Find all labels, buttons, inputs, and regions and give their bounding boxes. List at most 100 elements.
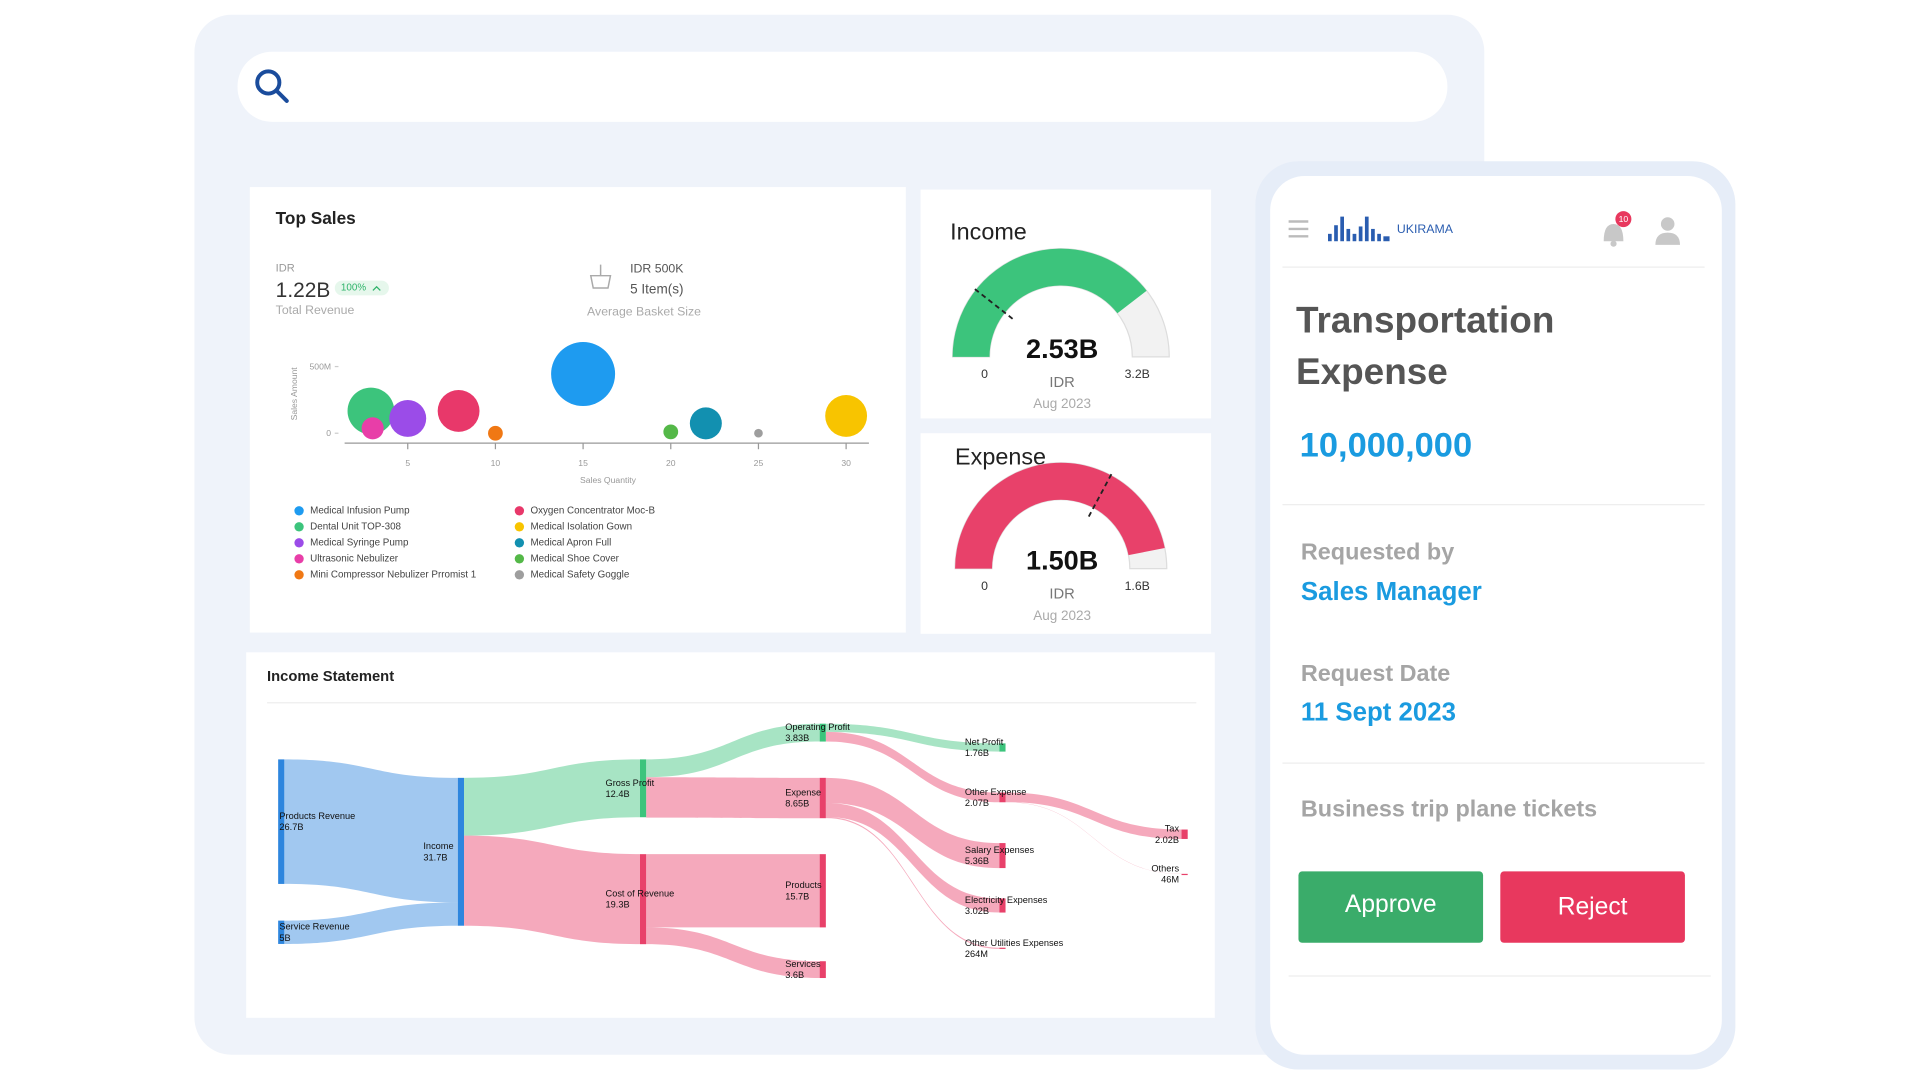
sankey-value: 5.36B: [965, 856, 989, 866]
sankey-node: [457, 777, 464, 926]
bell-icon[interactable]: 10: [1603, 211, 1632, 247]
request-title: Expense: [1296, 351, 1448, 392]
user-icon[interactable]: [1655, 217, 1680, 245]
sankey-nodes: [278, 723, 1188, 979]
sankey-link: [646, 854, 820, 928]
bubble: [389, 399, 427, 437]
legend-swatch: [514, 506, 525, 516]
bubble: [347, 387, 395, 435]
gauge-value: 1.50B: [1026, 544, 1098, 575]
gauge-title: Income: [950, 218, 1027, 244]
sankey-label: Products: [785, 880, 822, 890]
sankey-link: [284, 759, 458, 903]
sankey-label: Electricity Expenses: [965, 895, 1048, 905]
bubble: [689, 407, 722, 440]
search-icon[interactable]: [255, 69, 289, 103]
sankey-node: [278, 759, 285, 884]
sankey-label: Salary Expenses: [965, 845, 1035, 855]
bubble: [825, 394, 868, 437]
basket-icon: [589, 264, 612, 289]
request-title: Transportation: [1296, 299, 1554, 340]
reject-button[interactable]: Reject: [1500, 871, 1685, 943]
sankey-label: Net Profit: [965, 737, 1004, 747]
menu-icon[interactable]: [1288, 220, 1309, 238]
y-tick-label: 500M: [310, 362, 332, 372]
button-label: Approve: [1345, 891, 1437, 918]
sankey-node: [819, 961, 826, 979]
sankey-value: 15.7B: [785, 891, 809, 901]
basket-label: Average Basket Size: [587, 304, 701, 318]
y-axis-title: Sales Amount: [289, 367, 299, 421]
field-value: Sales Manager: [1301, 578, 1482, 606]
legend-swatch: [294, 538, 304, 548]
sankey-link: [825, 731, 1000, 803]
gauge-max: 3.2B: [1125, 367, 1150, 381]
search-bar[interactable]: [237, 51, 1448, 122]
legend-swatch: [294, 506, 304, 516]
kpi-unit: IDR: [276, 262, 295, 274]
sankey-value: 3.6B: [785, 970, 804, 980]
sankey-link: [646, 723, 820, 778]
legend-label: Ultrasonic Nebulizer: [310, 553, 399, 564]
y-tick-label: 0: [326, 428, 331, 438]
sankey-label: Other Expense: [965, 787, 1027, 797]
sankey-label: Tax: [1165, 824, 1180, 834]
sankey-value: 8.65B: [785, 799, 809, 809]
legend-label: Medical Shoe Cover: [530, 553, 619, 564]
sankey-value: 2.02B: [1155, 835, 1179, 845]
basket-value: IDR 500K: [630, 261, 684, 275]
growth-badge: [334, 280, 389, 296]
gauge-period: Aug 2023: [1033, 396, 1091, 411]
logo-mark: [1328, 216, 1390, 242]
legend-swatch: [514, 538, 525, 548]
sankey-node: [819, 723, 826, 742]
gauge-min: 0: [981, 367, 988, 381]
sankey-link: [825, 816, 1000, 949]
bubble: [437, 390, 480, 432]
sankey-node: [819, 777, 826, 819]
sankey-link: [284, 902, 458, 944]
sankey-node: [999, 843, 1006, 869]
bubble: [663, 424, 679, 440]
gauge-fill: [952, 248, 1147, 357]
sankey-value: 19.3B: [606, 900, 630, 910]
gauge-unit: IDR: [1049, 586, 1074, 602]
sankey-value: 12.4B: [606, 789, 630, 799]
card-title: Top Sales: [276, 208, 356, 228]
approve-button[interactable]: Approve: [1298, 871, 1484, 943]
sankey-value: 2.07B: [965, 798, 989, 808]
sankey-node: [1181, 829, 1188, 839]
sankey-links: [284, 723, 1182, 979]
sankey-label: Gross Profit: [606, 778, 655, 788]
gauge-min: 0: [981, 579, 988, 593]
sankey-label: Cost of Revenue: [606, 889, 675, 899]
sankey-value: 31.7B: [423, 852, 447, 862]
sankey-link: [825, 723, 1000, 752]
x-tick-label: 15: [578, 458, 588, 468]
gauge-unit: IDR: [1049, 375, 1074, 391]
x-tick-label: 30: [841, 458, 851, 468]
growth-arrow: [372, 285, 381, 291]
kpi-value: 1.22B: [276, 279, 331, 302]
legend-label: Dental Unit TOP-308: [310, 521, 401, 532]
gauge-value: 2.53B: [1026, 333, 1098, 364]
sankey-node: [278, 920, 285, 944]
sankey-node: [999, 947, 1006, 949]
sankey-node: [819, 854, 826, 928]
sankey-value: 5B: [279, 933, 290, 943]
legend-swatch: [514, 522, 525, 532]
bubble: [754, 428, 763, 438]
sankey-node: [640, 759, 647, 818]
sankey-label: Products Revenue: [279, 811, 355, 821]
sankey-label: Services: [785, 959, 821, 969]
growth-value: 100%: [341, 282, 366, 293]
gauge-period: Aug 2023: [1033, 608, 1091, 623]
legend-label: Medical Apron Full: [530, 537, 611, 548]
sankey-label: Operating Profit: [785, 722, 850, 732]
sankey-link: [464, 759, 640, 836]
x-axis-title: Sales Quantity: [580, 475, 637, 485]
gauge-title: Expense: [955, 444, 1046, 470]
x-tick-label: 25: [754, 458, 764, 468]
bubble: [551, 342, 616, 407]
